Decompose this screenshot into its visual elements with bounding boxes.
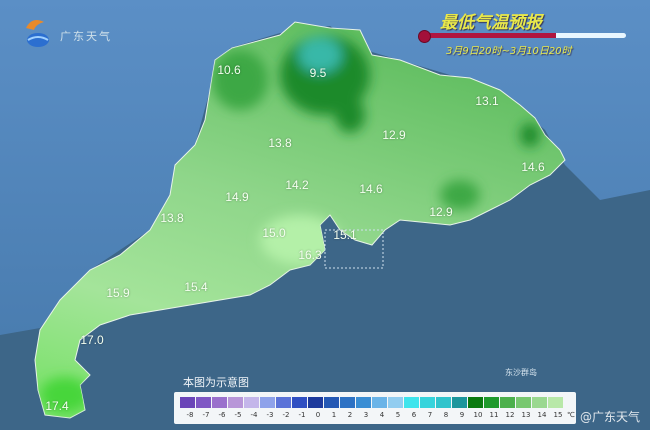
temperature-label: 15.4 [184, 280, 208, 294]
legend-tick: 2 [347, 411, 353, 419]
legend-tick: -7 [202, 411, 210, 419]
logo-text: 广东天气 [60, 30, 112, 43]
schematic-note: 本图为示意图 [183, 376, 249, 389]
legend-swatch [452, 397, 467, 408]
temperature-label: 14.2 [285, 178, 309, 192]
legend-swatch [548, 397, 563, 408]
legend-swatch [388, 397, 403, 408]
island-label: 东沙群岛 [505, 368, 537, 377]
temperature-label: 15.1 [333, 228, 357, 242]
legend-tick: 14 [537, 411, 547, 419]
hk-macao-box [324, 229, 384, 269]
legend-swatch [436, 397, 451, 408]
temperature-label: 16.3 [298, 248, 322, 262]
legend-tick: -6 [218, 411, 226, 419]
legend-swatch [516, 397, 531, 408]
thermometer-graphic [418, 30, 630, 43]
legend-tick: -1 [298, 411, 306, 419]
temperature-label: 15.0 [262, 226, 286, 240]
legend-tick: -4 [250, 411, 258, 419]
temperature-label: 13.1 [475, 94, 499, 108]
legend-swatch [180, 397, 195, 408]
guangdong-weather-logo [26, 20, 49, 47]
temperature-label: 12.9 [382, 128, 406, 142]
legend-ticks: -8 -7 -6 -5 -4 -3 -2 -1 0 1 2 3 4 5 6 7 8 9 10 11 12 13 14 15 [180, 410, 563, 422]
temperature-label: 15.9 [106, 286, 130, 300]
thermometer-bulb [418, 30, 431, 43]
legend-tick: 9 [459, 411, 465, 419]
temperature-label: 17.4 [45, 399, 69, 413]
legend-swatch [212, 397, 227, 408]
temperature-label: 10.6 [217, 63, 241, 77]
thermometer-fill [426, 33, 556, 38]
legend-swatch [372, 397, 387, 408]
legend-swatch [532, 397, 547, 408]
legend-tick: 5 [395, 411, 401, 419]
watermark: @广东天气 [580, 410, 641, 424]
legend-tick: 12 [505, 411, 515, 419]
temperature-label: 14.6 [521, 160, 545, 174]
legend-tick: 15 [553, 411, 563, 419]
color-legend: -8 -7 -6 -5 -4 -3 -2 -1 0 1 2 3 4 5 6 7 8 9 10 11 12 13 14 15 ℃ [174, 392, 576, 424]
legend-swatch [276, 397, 291, 408]
legend-swatch [308, 397, 323, 408]
legend-swatch [292, 397, 307, 408]
legend-swatch [356, 397, 371, 408]
legend-tick: -5 [234, 411, 242, 419]
legend-swatch [484, 397, 499, 408]
legend-swatch [468, 397, 483, 408]
temperature-label: 14.9 [225, 190, 249, 204]
legend-tick: 11 [489, 411, 499, 419]
legend-tick: 1 [331, 411, 337, 419]
forecast-period: 3月9日20时~3月10日20时 [446, 46, 572, 57]
legend-tick: 10 [473, 411, 483, 419]
temperature-label: 9.5 [309, 66, 327, 80]
legend-swatch [324, 397, 339, 408]
temperature-label: 13.8 [160, 211, 184, 225]
temperature-label: 14.6 [359, 182, 383, 196]
legend-swatch [500, 397, 515, 408]
legend-swatch [196, 397, 211, 408]
temperature-label: 13.8 [268, 136, 292, 150]
legend-tick: 4 [379, 411, 385, 419]
legend-tick: 8 [443, 411, 449, 419]
map-title: 最低气温预报 [440, 13, 542, 33]
legend-tick: -2 [282, 411, 290, 419]
temperature-label: 17.0 [80, 333, 104, 347]
legend-unit: ℃ [567, 411, 575, 419]
legend-swatch [420, 397, 435, 408]
temperature-label: 12.9 [429, 205, 453, 219]
legend-swatch [340, 397, 355, 408]
legend-swatch [228, 397, 243, 408]
temperature-zones [40, 35, 540, 413]
legend-swatch [404, 397, 419, 408]
legend-tick: -3 [266, 411, 274, 419]
legend-tick: -8 [186, 411, 194, 419]
legend-swatch [260, 397, 275, 408]
neighbor-land [0, 0, 650, 335]
legend-tick: 13 [521, 411, 531, 419]
legend-tick: 0 [315, 411, 321, 419]
legend-tick: 6 [411, 411, 417, 419]
legend-swatches [180, 397, 564, 408]
legend-tick: 3 [363, 411, 369, 419]
legend-tick: 7 [427, 411, 433, 419]
legend-swatch [244, 397, 259, 408]
